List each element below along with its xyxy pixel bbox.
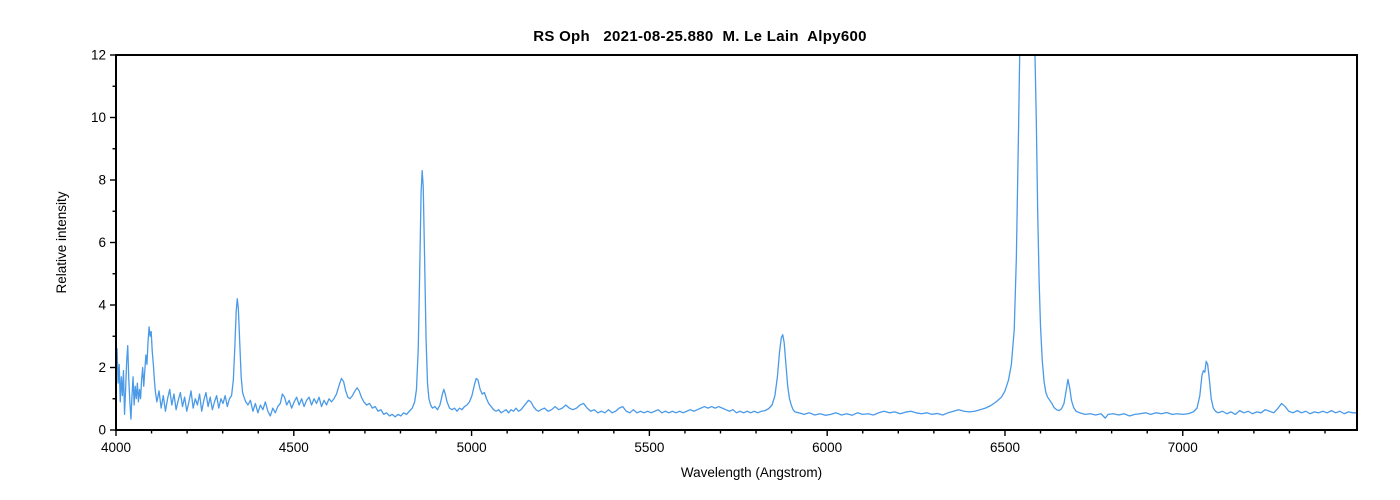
tick-label: 6500 (990, 440, 1020, 455)
plot-border (115, 54, 1358, 431)
tick-label: 7000 (1168, 440, 1198, 455)
tick-label: 5500 (634, 440, 664, 455)
tick-label: 6 (98, 235, 106, 250)
tick-label: 10 (91, 110, 106, 125)
y-axis-title: Relative intensity (54, 191, 69, 293)
tick-label: 8 (98, 173, 106, 188)
axis-tick-labels: 4000 4500 5000 5500 6000 6500 7000 0 2 4 6 8 10 12 (91, 48, 1198, 456)
tick-label: 2 (98, 360, 106, 375)
tick-label: 4000 (101, 440, 131, 455)
tick-label: 5000 (457, 440, 487, 455)
tick-label: 0 (98, 423, 106, 438)
x-axis-title: Wavelength (Angstrom) (681, 465, 822, 480)
tick-label: 12 (91, 48, 106, 63)
chart-title: RS Oph 2021-08-25.880 M. Le Lain Alpy600 (533, 28, 867, 45)
tick-label: 4 (98, 298, 106, 313)
tick-label: 6000 (812, 440, 842, 455)
spectrum-line (116, 55, 1357, 420)
tick-label: 4500 (279, 440, 309, 455)
axis-ticks (110, 54, 1326, 436)
